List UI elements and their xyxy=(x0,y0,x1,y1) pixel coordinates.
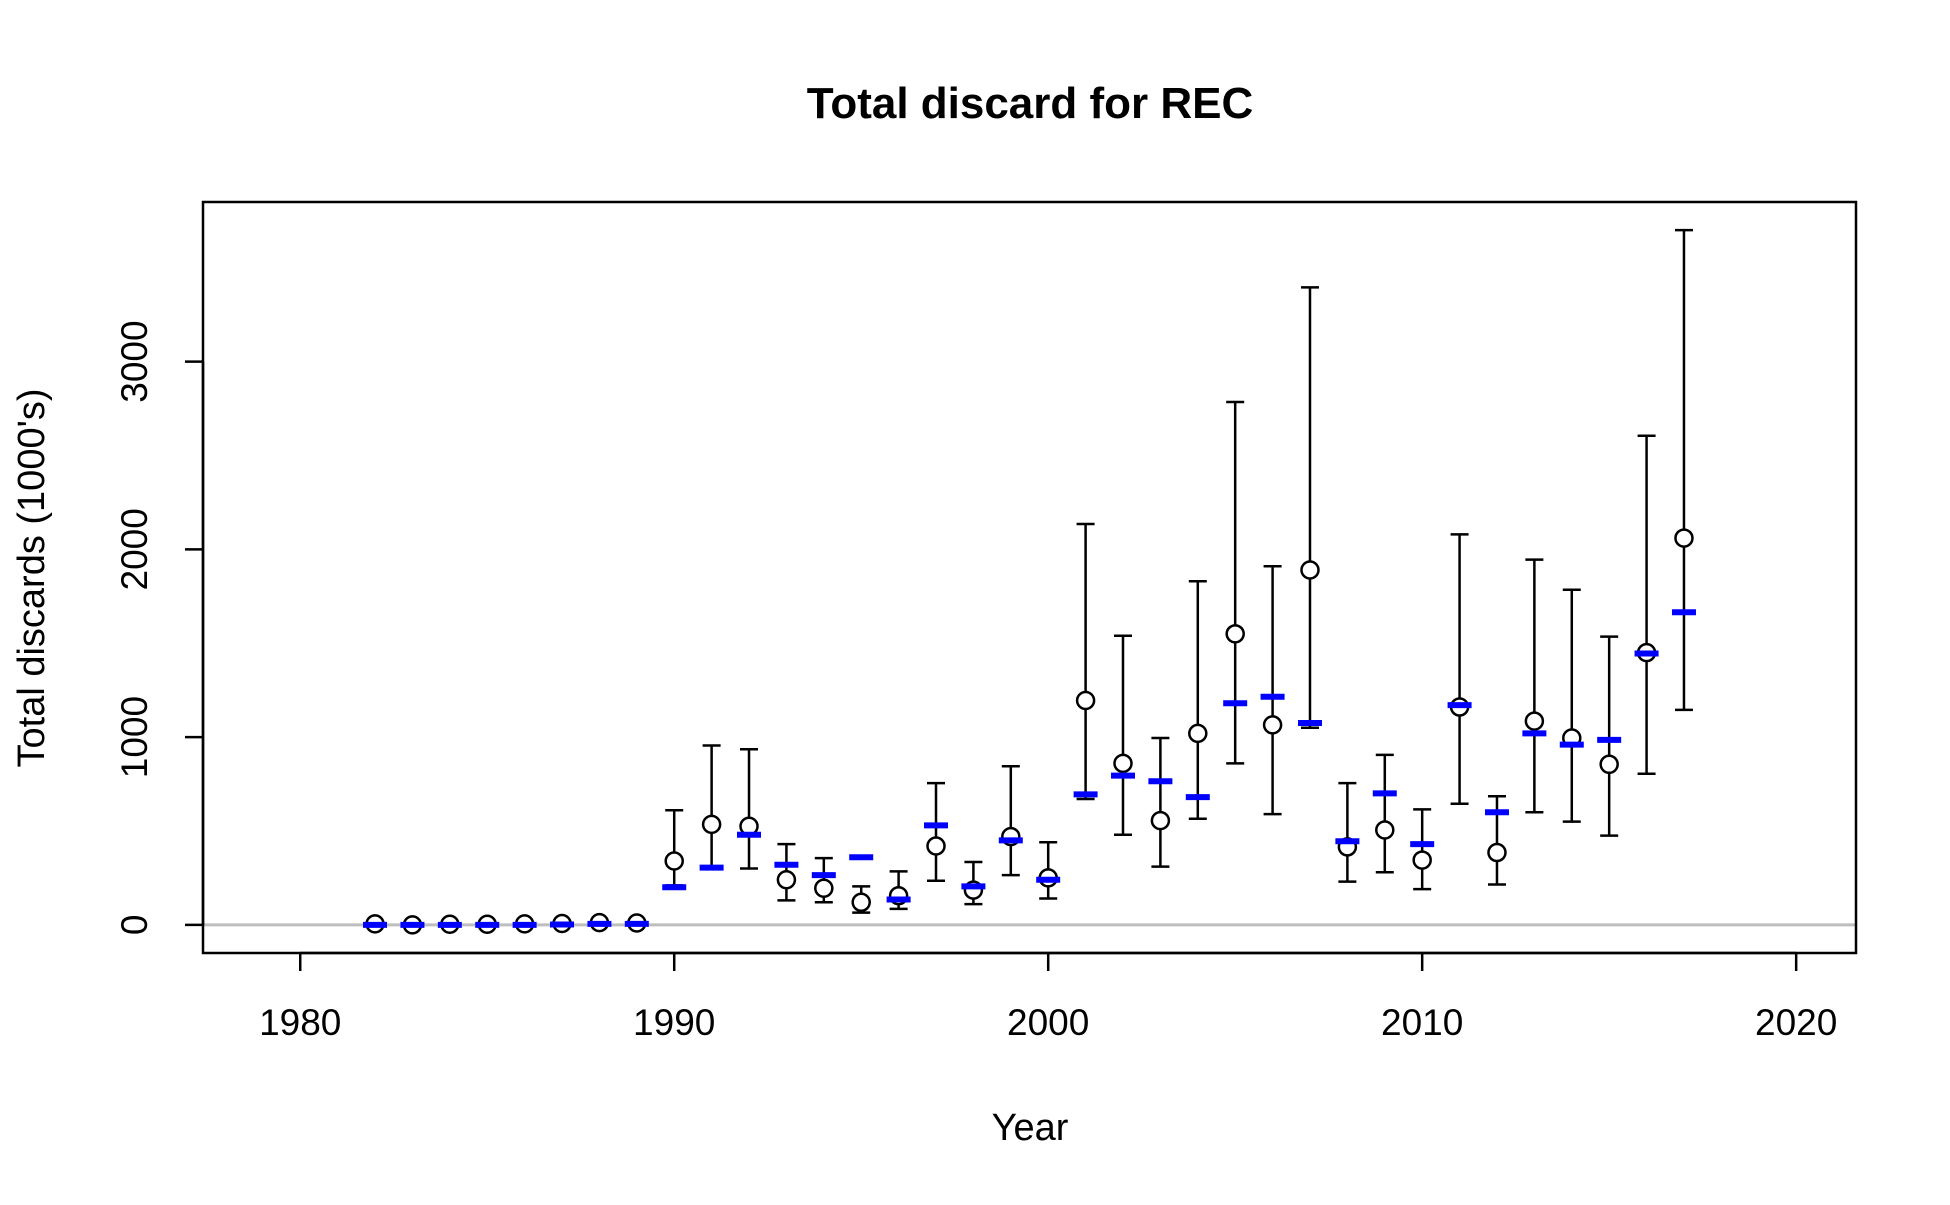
x-axis-label: Year xyxy=(992,1107,1069,1149)
x-tick-label: 1990 xyxy=(633,1002,715,1043)
observed-point xyxy=(1375,820,1395,840)
y-tick-label: 0 xyxy=(114,915,155,936)
observed-point xyxy=(1225,624,1245,644)
observed-point xyxy=(776,870,797,890)
x-tick-label: 1980 xyxy=(259,1002,341,1043)
y-tick-label: 3000 xyxy=(114,320,155,402)
observed-point xyxy=(701,814,722,835)
observed-point xyxy=(1150,810,1171,831)
observed-point xyxy=(1075,690,1096,711)
y-tick-label: 2000 xyxy=(114,508,155,590)
x-tick-label: 2010 xyxy=(1381,1002,1463,1043)
observed-point xyxy=(1599,754,1619,775)
observed-point xyxy=(814,878,834,898)
observed-point xyxy=(851,892,871,913)
x-tick-label: 2020 xyxy=(1755,1002,1837,1043)
plot-layer: 1980 1990 2000 2010 2020 0 1000 2000 3000 xyxy=(114,200,1858,1043)
observed-point xyxy=(1487,842,1507,863)
observed-point xyxy=(1300,560,1320,580)
x-tick-label: 2000 xyxy=(1007,1002,1089,1043)
observed-point xyxy=(1113,753,1133,774)
observed-point xyxy=(1524,711,1545,731)
chart-title: Total discard for REC xyxy=(807,79,1254,128)
observed-point xyxy=(1674,528,1694,548)
y-tick-label: 1000 xyxy=(114,696,155,778)
observed-point xyxy=(1412,850,1432,870)
observed-point xyxy=(926,836,946,856)
y-axis-label: Total discards (1000's) xyxy=(11,389,53,768)
observed-point xyxy=(1262,715,1283,735)
observed-point xyxy=(664,851,684,871)
observed-point xyxy=(1188,723,1208,744)
plot-frame xyxy=(201,200,1858,955)
